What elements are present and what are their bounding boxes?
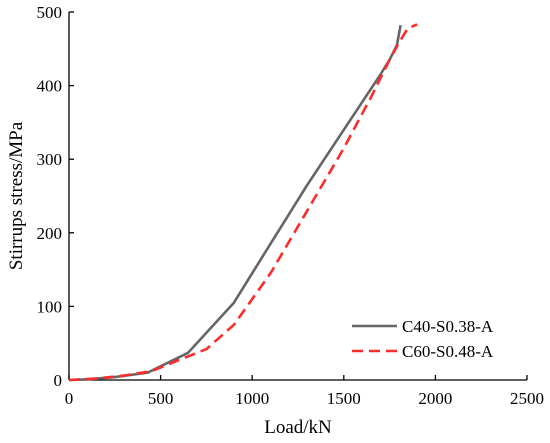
y-tick-label: 400 xyxy=(37,77,63,96)
series-line-2 xyxy=(68,23,418,382)
y-tick-label: 500 xyxy=(37,3,63,22)
legend-label-1: C40-S0.38-A xyxy=(402,317,494,336)
series-line-1 xyxy=(68,24,402,382)
y-ticks: 0 100 200 300 400 500 xyxy=(37,3,74,390)
x-ticks: 0 500 1000 1500 2000 2500 xyxy=(65,375,544,408)
x-axis-title: Load/kN xyxy=(264,417,332,438)
series-layer xyxy=(68,23,418,382)
x-tick-label: 2000 xyxy=(418,389,452,408)
axes xyxy=(68,12,527,381)
y-tick-label: 100 xyxy=(37,297,63,316)
x-tick-label: 1000 xyxy=(235,389,269,408)
legend: C40-S0.38-A C60-S0.48-A xyxy=(352,317,494,361)
x-tick-label: 1500 xyxy=(327,389,361,408)
y-tick-label: 200 xyxy=(37,224,63,243)
legend-label-2: C60-S0.48-A xyxy=(402,342,494,361)
y-axis-title: Stirrups stress/MPa xyxy=(6,121,27,270)
x-tick-label: 0 xyxy=(65,389,74,408)
y-tick-label: 0 xyxy=(54,371,63,390)
x-tick-label: 2500 xyxy=(510,389,544,408)
y-tick-label: 300 xyxy=(37,150,63,169)
x-tick-label: 500 xyxy=(148,389,174,408)
